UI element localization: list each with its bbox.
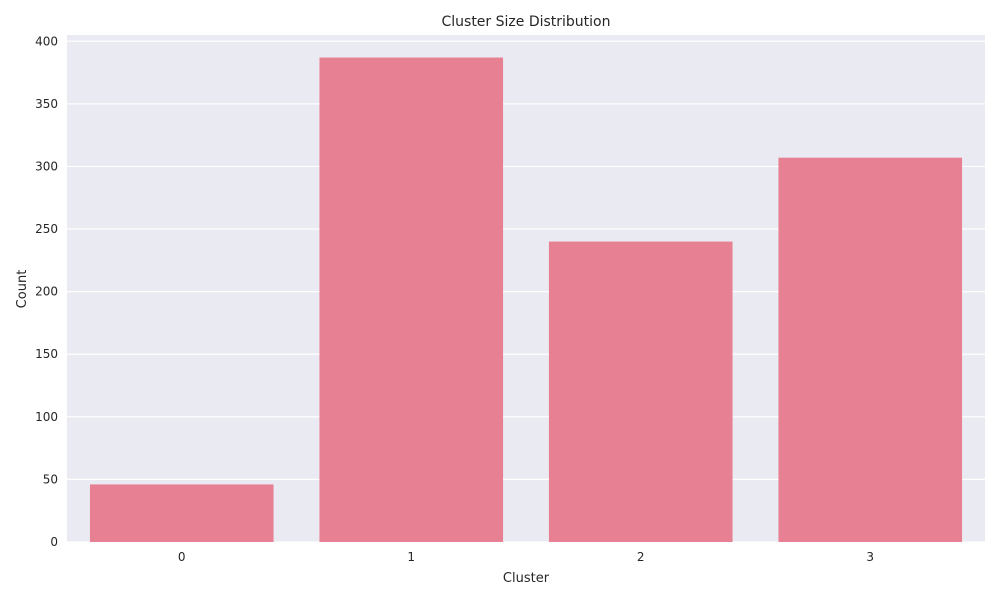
- y-tick-labels: 0 50 100 150 200 250 300 350 400: [35, 34, 58, 549]
- x-axis-label: Cluster: [503, 571, 550, 586]
- x-tick-label: 3: [866, 550, 874, 564]
- bars: [89, 57, 963, 543]
- bar: [548, 241, 733, 543]
- x-tick-label: 1: [407, 550, 415, 564]
- bar: [89, 484, 274, 542]
- y-tick-label: 250: [35, 222, 58, 236]
- chart-title: Cluster Size Distribution: [441, 14, 610, 30]
- bar: [319, 57, 504, 543]
- y-tick-label: 150: [35, 347, 58, 361]
- x-tick-label: 0: [178, 550, 186, 564]
- y-axis-label: Count: [15, 270, 30, 309]
- y-tick-label: 100: [35, 410, 58, 424]
- y-tick-label: 50: [43, 472, 58, 486]
- bar: [778, 157, 963, 542]
- y-tick-label: 300: [35, 159, 58, 173]
- x-tick-label: 2: [637, 550, 645, 564]
- y-tick-label: 200: [35, 285, 58, 299]
- y-tick-label: 0: [50, 535, 58, 549]
- x-tick-labels: 0 1 2 3: [178, 550, 874, 564]
- y-tick-label: 350: [35, 97, 58, 111]
- y-tick-label: 400: [35, 34, 58, 48]
